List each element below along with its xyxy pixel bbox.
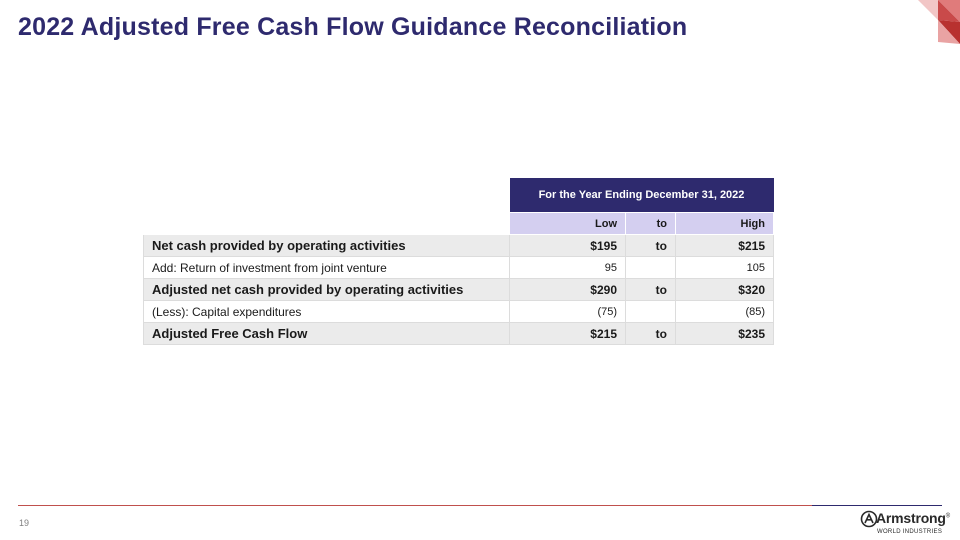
slide-title: 2022 Adjusted Free Cash Flow Guidance Re… <box>18 13 688 41</box>
row-label: Adjusted net cash provided by operating … <box>143 278 510 301</box>
low-value: $215 <box>509 322 626 345</box>
high-value: (85) <box>675 300 774 323</box>
range-to <box>625 256 676 279</box>
company-logo: Armstrong® WORLD INDUSTRIES <box>860 508 950 538</box>
table-row: Adjusted Free Cash Flow $215 to $235 <box>143 322 774 345</box>
table-row: (Less): Capital expenditures (75) (85) <box>143 300 774 323</box>
high-value: $215 <box>675 234 774 257</box>
footer-divider <box>18 505 942 506</box>
low-value: $195 <box>509 234 626 257</box>
column-header-high: High <box>675 212 774 235</box>
range-to <box>625 300 676 323</box>
low-value: (75) <box>509 300 626 323</box>
row-label: Net cash provided by operating activitie… <box>143 234 510 257</box>
column-header-low: Low <box>509 212 626 235</box>
low-value: $290 <box>509 278 626 301</box>
table-row: Adjusted net cash provided by operating … <box>143 278 774 301</box>
row-label: Add: Return of investment from joint ven… <box>143 256 510 279</box>
high-value: 105 <box>675 256 774 279</box>
armstrong-logo-mark-icon <box>860 510 878 528</box>
range-to: to <box>625 278 676 301</box>
low-value: 95 <box>509 256 626 279</box>
range-to: to <box>625 234 676 257</box>
range-to: to <box>625 322 676 345</box>
row-label: Adjusted Free Cash Flow <box>143 322 510 345</box>
corner-triangles-icon <box>918 0 960 44</box>
logo-subtitle: WORLD INDUSTRIES <box>877 529 943 535</box>
reconciliation-table: For the Year Ending December 31, 2022 Lo… <box>143 178 774 345</box>
high-value: $320 <box>675 278 774 301</box>
column-header-to: to <box>625 212 676 235</box>
table-row: Add: Return of investment from joint ven… <box>143 256 774 279</box>
page-number: 19 <box>19 518 30 528</box>
high-value: $235 <box>675 322 774 345</box>
row-label: (Less): Capital expenditures <box>143 300 510 323</box>
logo-wordmark: Armstrong® <box>876 510 950 526</box>
footer-divider-accent <box>812 505 942 506</box>
period-header: For the Year Ending December 31, 2022 <box>509 178 774 213</box>
table-row: Net cash provided by operating activitie… <box>143 234 774 257</box>
